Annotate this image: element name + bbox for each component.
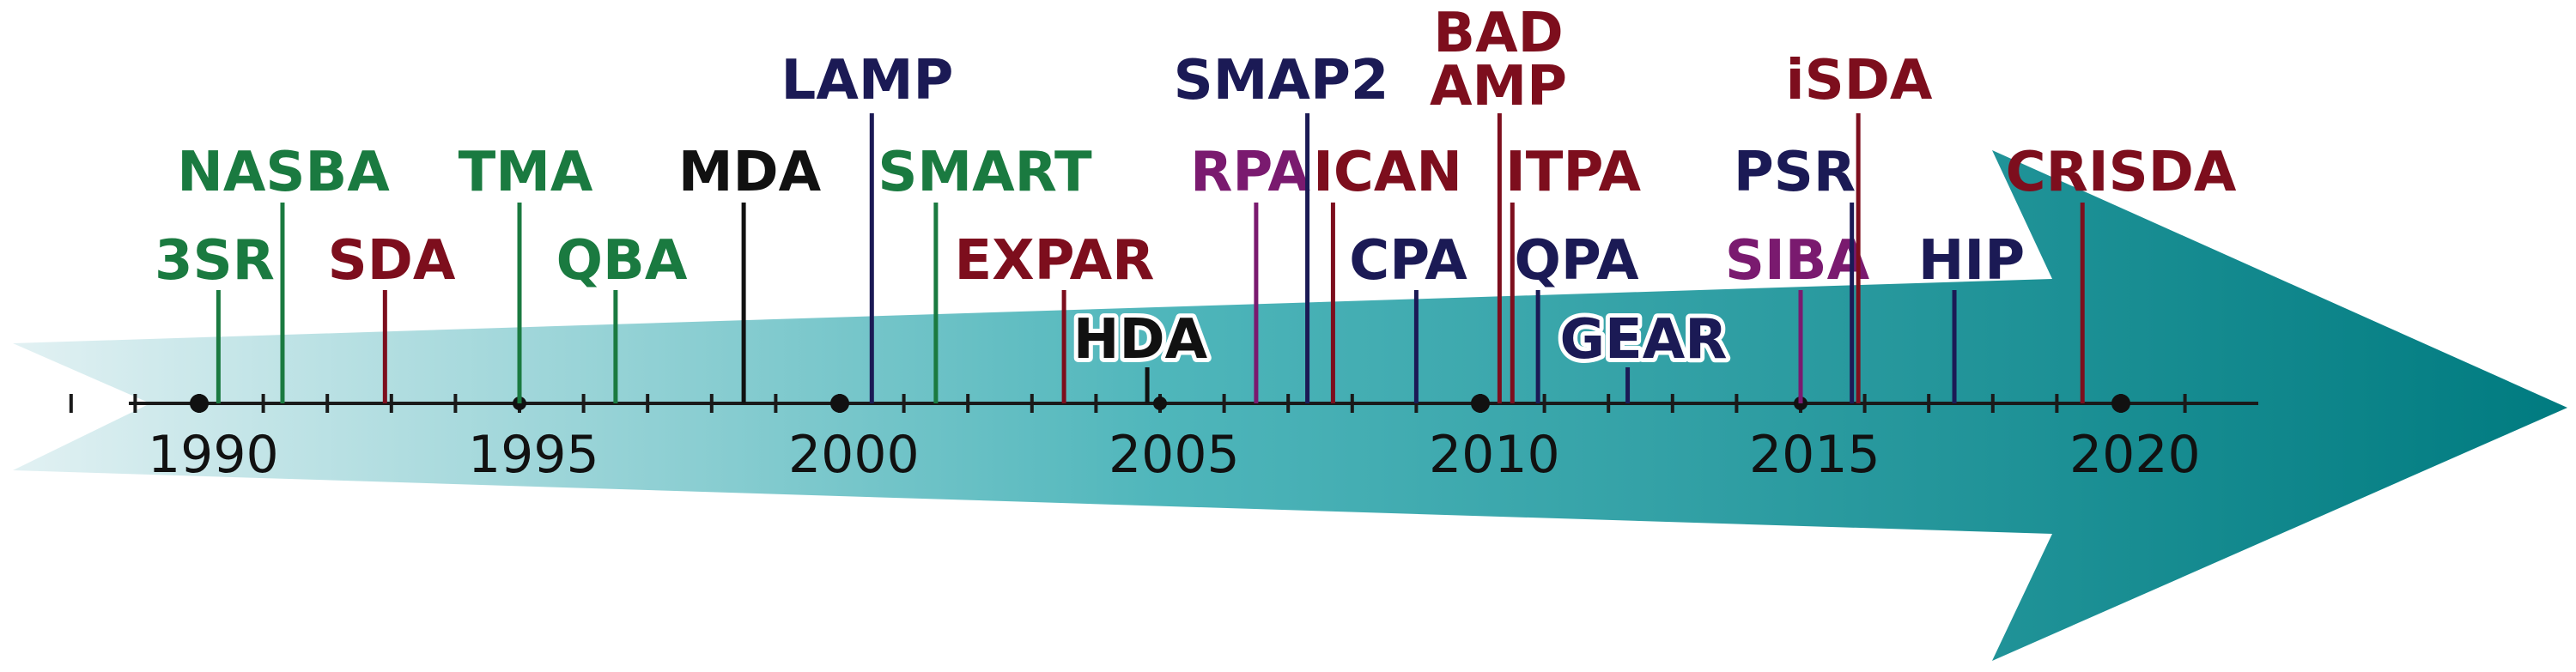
method-marker: CPA	[1349, 229, 1467, 403]
method-label: EXPAR	[955, 229, 1155, 293]
method-label: BAD AMP	[1430, 2, 1567, 118]
method-marker: MDA	[678, 141, 822, 403]
method-label: QBA	[556, 229, 688, 293]
year-label: 2005	[1109, 425, 1240, 485]
method-marker: TMA	[459, 141, 593, 403]
method-label: ITPA	[1505, 141, 1642, 204]
method-label: QPA	[1515, 229, 1639, 293]
method-label: GEAR	[1559, 308, 1727, 372]
method-label: PSR	[1734, 141, 1856, 204]
method-marker: GEAR	[1555, 304, 1732, 403]
method-label: NASBA	[177, 141, 390, 204]
year-dot	[190, 394, 209, 413]
method-label: CRISDA	[2006, 141, 2237, 204]
year-dots	[190, 394, 2130, 413]
year-label: 2015	[1749, 425, 1880, 485]
method-marker: HDA	[1069, 304, 1212, 403]
method-label: RPA	[1190, 141, 1310, 204]
year-label: 2010	[1429, 425, 1560, 485]
method-marker: ICAN	[1313, 141, 1462, 403]
method-marker: SMAP2	[1174, 49, 1389, 403]
year-dot	[830, 394, 849, 413]
method-marker: RPA	[1190, 141, 1310, 403]
method-marker: BAD AMP	[1430, 2, 1567, 403]
method-label: SDA	[328, 229, 456, 293]
method-marker: PSR	[1734, 141, 1856, 403]
method-label: MDA	[678, 141, 822, 204]
method-label: 3SR	[155, 229, 275, 293]
method-marker: QPA	[1515, 229, 1639, 403]
method-marker: SDA	[328, 229, 456, 403]
method-marker: SIBA	[1725, 229, 1870, 403]
year-labels: 1990 1995 2000 2005 2010 2015 2020	[148, 425, 2201, 485]
method-label: LAMP	[781, 49, 954, 112]
method-label: SMAP2	[1174, 49, 1389, 112]
method-marker: LAMP	[781, 49, 954, 403]
method-marker: iSDA	[1786, 49, 1933, 403]
method-label: CPA	[1349, 229, 1467, 293]
method-marker: ITPA	[1505, 141, 1642, 403]
method-marker: HIP	[1918, 229, 2025, 403]
year-dot	[1153, 397, 1167, 410]
year-dot	[2111, 394, 2130, 413]
method-label: SMART	[878, 141, 1092, 204]
method-label: HDA	[1073, 308, 1208, 372]
year-dot	[1471, 394, 1490, 413]
year-label: 2000	[788, 425, 920, 485]
method-marker: EXPAR	[955, 229, 1155, 403]
method-marker: SMART	[878, 141, 1092, 403]
method-marker: CRISDA	[2006, 141, 2237, 403]
method-label: iSDA	[1786, 49, 1933, 112]
method-marker: QBA	[556, 229, 688, 403]
method-marker: NASBA	[177, 141, 390, 403]
year-label: 1995	[468, 425, 599, 485]
method-marker: 3SR	[155, 229, 275, 403]
method-label: ICAN	[1313, 141, 1462, 204]
method-label: TMA	[459, 141, 593, 204]
method-label: SIBA	[1725, 229, 1870, 293]
method-label: HIP	[1918, 229, 2025, 293]
year-label: 1990	[148, 425, 279, 485]
timeline-arrow	[13, 150, 2567, 661]
year-label: 2020	[2069, 425, 2201, 485]
